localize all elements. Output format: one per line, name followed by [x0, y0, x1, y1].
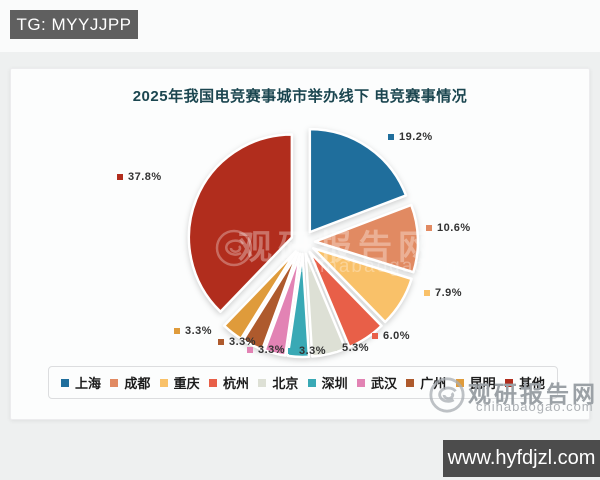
- pie-slice-北京: [304, 252, 347, 358]
- pie-slice-昆明: [222, 250, 297, 341]
- legend-item-杭州: 杭州: [208, 373, 249, 392]
- legend-label: 北京: [272, 376, 299, 391]
- legend-item-重庆: 重庆: [159, 373, 200, 392]
- telegram-badge: TG: MYYJJPP: [10, 10, 138, 39]
- footer-url-text: www.hyfdjzl.com: [447, 447, 596, 469]
- legend-item-武汉: 武汉: [356, 373, 397, 392]
- legend-marker: [110, 378, 119, 387]
- legend-marker: [455, 378, 464, 387]
- pie-slice-深圳: [286, 252, 311, 359]
- legend-label: 杭州: [222, 376, 249, 391]
- legend-item-广州: 广州: [406, 373, 446, 392]
- legend-marker: [208, 378, 217, 387]
- chart-card: [10, 68, 590, 420]
- legend-marker: [159, 378, 168, 387]
- legend-item-上海: 上海: [61, 373, 101, 392]
- legend-label: 成都: [124, 376, 151, 391]
- pie-slice-武汉: [263, 252, 302, 357]
- telegram-badge-text: TG: MYYJJPP: [16, 14, 132, 34]
- legend-item-成都: 成都: [110, 373, 150, 392]
- pie-slice-广州: [241, 251, 299, 351]
- footer-url-bar: www.hyfdjzl.com: [443, 440, 600, 477]
- legend-label: 深圳: [321, 376, 348, 391]
- legend-label: 其他: [518, 376, 545, 391]
- legend-item-深圳: 深圳: [307, 373, 348, 392]
- legend-marker: [356, 378, 365, 387]
- pie-slice-其他: [187, 133, 294, 313]
- chart-title: 2025年我国电竞赛事城市举办线下 电竞赛事情况: [132, 88, 468, 105]
- legend-label: 昆明: [469, 376, 496, 391]
- pie-slice-杭州: [308, 250, 383, 349]
- legend-label: 重庆: [173, 376, 200, 391]
- legend-marker: [307, 378, 316, 387]
- legend-marker: [258, 378, 267, 387]
- legend-marker: [61, 378, 69, 387]
- legend-item-其他: 其他: [504, 373, 545, 392]
- pie-slice-上海: [308, 127, 408, 234]
- legend-label: 武汉: [370, 376, 397, 391]
- legend-item-北京: 北京: [258, 373, 298, 392]
- pie-slice-重庆: [311, 247, 413, 324]
- pie-slice-成都: [313, 203, 420, 274]
- legend-label: 广州: [420, 376, 447, 391]
- chart-legend: 上海 成都 重庆 杭州 北京 深圳 武汉 广州 昆明 其他: [48, 366, 558, 399]
- legend-item-昆明: 昆明: [455, 373, 496, 392]
- legend-marker: [406, 378, 415, 387]
- legend-label: 上海: [75, 376, 102, 391]
- legend-marker: [504, 378, 513, 387]
